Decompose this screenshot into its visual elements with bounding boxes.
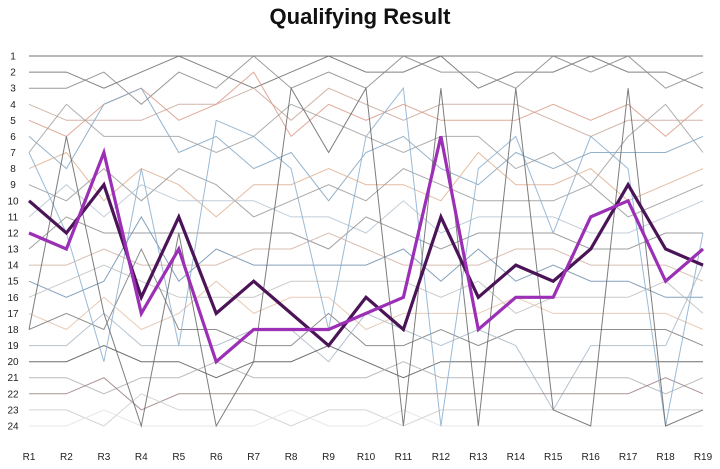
x-tick-label: R11 <box>395 452 413 463</box>
series-line-background <box>28 184 704 234</box>
series-line-background <box>29 55 704 105</box>
series-line-background <box>28 167 704 218</box>
series-line-background <box>29 393 703 427</box>
y-tick-label: 18 <box>7 325 19 336</box>
series-line-background <box>29 377 704 411</box>
series-line-background <box>28 103 704 186</box>
series-line-highlight <box>28 136 705 365</box>
series-line-background <box>29 264 704 411</box>
x-tick-label: R16 <box>581 452 600 463</box>
y-tick-label: 8 <box>10 164 16 175</box>
y-tick-label: 16 <box>7 293 19 304</box>
y-tick-label: 14 <box>7 261 19 272</box>
series-line-background <box>28 215 703 298</box>
x-tick-label: R12 <box>432 452 451 463</box>
y-tick-label: 5 <box>10 116 16 127</box>
y-tick-label: 23 <box>7 405 19 416</box>
x-tick-label: R15 <box>544 452 563 463</box>
y-tick-label: 15 <box>7 277 19 288</box>
x-tick-label: R14 <box>507 452 526 463</box>
y-tick-label: 22 <box>7 389 19 400</box>
x-tick-label: R1 <box>23 452 36 463</box>
y-tick-label: 20 <box>7 357 19 368</box>
x-tick-label: R5 <box>172 452 185 463</box>
x-tick-label: R7 <box>247 452 260 463</box>
x-tick-label: R17 <box>619 452 638 463</box>
x-tick-label: R2 <box>60 452 73 463</box>
series-line-background <box>28 87 703 137</box>
chart-title: Qualifying Result <box>269 4 451 29</box>
y-tick-label: 24 <box>7 422 19 433</box>
series-line-background <box>28 87 704 202</box>
x-tick-label: R18 <box>656 452 675 463</box>
x-tick-label: R19 <box>694 452 713 463</box>
series-line-background <box>29 232 704 282</box>
y-tick-label: 4 <box>10 100 16 111</box>
y-tick-label: 13 <box>7 245 19 256</box>
y-tick-label: 6 <box>10 132 16 143</box>
y-tick-label: 2 <box>10 68 16 79</box>
series-line-background <box>29 55 704 89</box>
y-tick-label: 19 <box>7 341 19 352</box>
series-line-background <box>29 409 703 427</box>
series-line-background <box>29 361 704 395</box>
x-tick-label: R4 <box>135 452 148 463</box>
y-tick-label: 1 <box>10 52 16 63</box>
series-line-background <box>28 151 704 218</box>
series-line-background <box>28 86 704 428</box>
x-tick-label: R3 <box>97 452 110 463</box>
y-tick-label: 9 <box>10 180 16 191</box>
series-line-background <box>28 264 704 314</box>
y-tick-label: 12 <box>7 228 19 239</box>
y-tick-label: 3 <box>10 84 16 95</box>
series-line-background <box>28 280 704 331</box>
y-tick-label: 21 <box>7 373 19 384</box>
x-tick-label: R6 <box>210 452 223 463</box>
y-tick-label: 10 <box>7 196 19 207</box>
x-tick-label: R10 <box>357 452 376 463</box>
y-tick-label: 17 <box>7 309 19 320</box>
series-line-background <box>28 247 704 347</box>
x-tick-label: R9 <box>322 452 335 463</box>
y-tick-label: 7 <box>10 148 16 159</box>
series-line-background <box>29 345 703 379</box>
series-line-background <box>28 86 704 427</box>
x-tick-label: R13 <box>469 452 488 463</box>
x-tick-label: R8 <box>285 452 298 463</box>
y-tick-label: 11 <box>8 212 19 223</box>
series-line-highlight <box>27 181 704 348</box>
